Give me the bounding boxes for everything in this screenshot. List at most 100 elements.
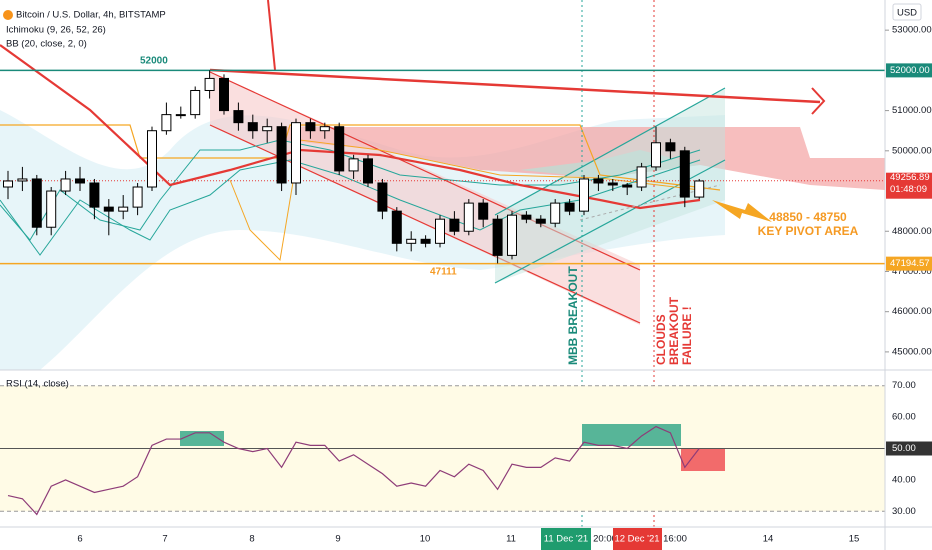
candle-body: [435, 218, 445, 244]
y-tick-label: 60.00: [892, 412, 916, 423]
ichimoku-cloud: [280, 127, 885, 190]
annotation: FAILURE !: [680, 306, 694, 365]
rsi-label: RSI (14, close): [6, 379, 69, 390]
x-tick-label: 11: [506, 534, 516, 545]
x-tick-label: 8: [249, 534, 254, 545]
y-tick-label: 48000.00: [892, 226, 932, 237]
x-tick-label: 9: [335, 534, 340, 545]
candle-body: [535, 218, 546, 224]
price-tag: [886, 63, 932, 78]
candle-body: [550, 202, 561, 224]
candle-body: [607, 182, 618, 186]
candle-body: [89, 182, 100, 208]
y-tick-label: 50.00: [892, 443, 916, 454]
candle-body: [233, 110, 244, 124]
candle-body: [636, 166, 647, 188]
y-tick-label: 47000.00: [892, 266, 932, 277]
candle-body: [132, 186, 143, 208]
candle-body: [305, 122, 316, 132]
rsi-line: [7, 425, 700, 516]
candle-body: [463, 202, 474, 232]
price-tag-label: 47194.57: [890, 258, 930, 269]
candle-body: [60, 178, 71, 192]
currency: USD: [897, 8, 917, 19]
price-tag-label: 49256.89: [890, 172, 930, 183]
candle-body: [348, 158, 359, 172]
x-tick-label: 10: [420, 534, 431, 545]
candle-body: [579, 178, 589, 212]
annotation: MBB BREAKOUT: [566, 266, 580, 365]
x-tick-label: 6: [77, 534, 82, 545]
rsi-tag: [886, 441, 932, 456]
rsi-box: [582, 424, 681, 446]
candle-body: [651, 142, 661, 168]
price-tag: [886, 256, 932, 271]
candle-body: [679, 150, 690, 198]
candle-body: [521, 214, 532, 220]
y-tick-label: 45000.00: [892, 346, 932, 357]
candle-body: [406, 238, 417, 244]
x-tick-label: 7: [162, 534, 167, 545]
candle-body: [694, 180, 705, 198]
pivot-arrow: [712, 200, 772, 222]
arrow-head: [811, 87, 826, 115]
candle-body: [46, 190, 57, 228]
candle-body: [377, 182, 388, 212]
candle-body: [75, 178, 85, 184]
candle-body: [31, 178, 42, 228]
candle-body: [276, 126, 287, 184]
price-tag: [886, 172, 932, 199]
candle-body: [204, 77, 215, 91]
symbol-icon: [3, 10, 13, 20]
candle-body: [247, 122, 258, 132]
candle-body: [190, 89, 201, 116]
candle-body: [492, 218, 503, 256]
annotation: 52000: [140, 56, 168, 67]
x-tick-label: 20:00: [593, 534, 617, 545]
candle-body: [3, 180, 13, 188]
tenkan-line: [0, 159, 701, 256]
resistance-line: [209, 68, 821, 104]
rsi-marks: [0, 385, 885, 516]
annotation: 48850 - 48750: [769, 210, 847, 224]
bb-basis: [0, 44, 701, 210]
candle-body: [161, 114, 172, 132]
indicator-label: BB (20, close, 2, 0): [6, 39, 87, 50]
bb-upper: [0, 139, 701, 241]
time-tag: [541, 528, 591, 550]
candle-body: [118, 206, 129, 212]
chart-title: Bitcoin / U.S. Dollar, 4h, BITSTAMP: [16, 10, 166, 21]
candle-body: [363, 158, 373, 184]
candle-body: [391, 210, 402, 244]
candle-body: [564, 202, 575, 212]
candle-body: [291, 122, 301, 184]
rising-channel-line: [494, 87, 726, 216]
bb-fill: [0, 110, 725, 370]
candle-body: [507, 214, 517, 256]
countdown: 01:48:09: [890, 184, 927, 195]
annotation: KEY PIVOT AREA: [758, 224, 859, 238]
candle-body: [622, 184, 633, 188]
annotation: CLOUDS: [654, 314, 668, 365]
trend-line: [267, 0, 276, 71]
candle-body: [319, 126, 330, 132]
marks: [0, 69, 885, 265]
y-tick-label: 70.00: [892, 380, 916, 391]
annotation: 47111: [430, 267, 457, 278]
x-tick-label: 14: [763, 534, 774, 545]
rsi-box: [681, 449, 725, 471]
x-tick-label: 15: [849, 534, 860, 545]
annotation: BREAKOUT: [667, 296, 681, 365]
currency-box[interactable]: [892, 3, 922, 21]
indicator-label: Ichimoku (9, 26, 52, 26): [6, 25, 106, 36]
candle-body: [147, 130, 157, 188]
y-tick-label: 53000.00: [892, 25, 932, 36]
candle-body: [175, 114, 186, 117]
candle-body: [17, 178, 28, 182]
candle-body: [420, 238, 431, 244]
candle-body: [665, 142, 676, 152]
axes: 53000.00 51000.00 50000.00 48000.00 47000.00…: [77, 25, 932, 550]
price-tag-label: 52000.00: [890, 65, 930, 76]
y-tick-label: 30.00: [892, 506, 916, 517]
x-tick-label: 12 Dec '21: [614, 534, 659, 545]
